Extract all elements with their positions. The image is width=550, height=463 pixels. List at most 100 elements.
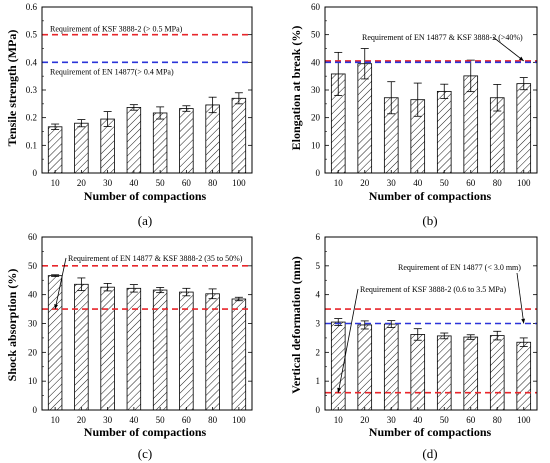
bar-80 xyxy=(205,293,220,411)
bar-10 xyxy=(47,275,63,411)
panel-d-annotation-en: Requirement of EN 14877 (< 3.0 mm) xyxy=(398,263,521,272)
x-tick-label: 80 xyxy=(208,415,218,425)
bar-50 xyxy=(152,112,168,174)
x-tick-label: 30 xyxy=(387,178,397,188)
panel-c-letter: (c) xyxy=(138,446,152,461)
bar-100 xyxy=(231,97,247,174)
y-tick-label: 3 xyxy=(316,319,321,329)
y-tick-label: 30 xyxy=(311,85,321,95)
y-tick-label: 0 xyxy=(316,405,321,415)
panel-c-ylabel: Shock absorption (%) xyxy=(5,269,19,382)
x-tick-label: 100 xyxy=(517,178,531,188)
annotation-arrowhead-0 xyxy=(521,318,526,324)
x-tick-label: 60 xyxy=(182,178,192,188)
y-tick-label: 4 xyxy=(316,290,321,300)
y-tick-label: 40 xyxy=(28,290,38,300)
panel-a-marks: 10 20 30 40 50 60 80 100 0 0.1 0.2 0.3 0.4 0.5 0.6 Requ… xyxy=(26,2,253,188)
x-tick-label: 10 xyxy=(334,415,344,425)
bar-100 xyxy=(516,83,532,174)
bar-50 xyxy=(436,90,452,174)
x-tick-label: 40 xyxy=(413,415,423,425)
y-tick-label: 20 xyxy=(28,347,38,357)
bar-20 xyxy=(357,324,373,411)
x-tick-label: 60 xyxy=(182,415,192,425)
y-tick-label: 0 xyxy=(33,168,38,178)
x-tick-label: 100 xyxy=(232,415,246,425)
annotation-arrow-1 xyxy=(337,288,359,393)
annotation-arrow-0 xyxy=(516,272,525,324)
annotation-arrow-0 xyxy=(54,257,67,310)
y-tick-label: 60 xyxy=(28,232,38,242)
x-tick-label: 40 xyxy=(129,178,139,188)
plot-frame xyxy=(324,236,538,411)
bar-10 xyxy=(47,126,63,174)
x-tick-label: 80 xyxy=(208,178,218,188)
bar-20 xyxy=(74,122,89,174)
panel-b-marks: 10 20 30 40 50 60 80 100 0 10 20 30 40 50 60 xyxy=(311,2,538,188)
chart-panel-a: 10 20 30 40 50 60 80 100 0 0.1 0.2 0.3 0.4 0.5 0.6 Requ… xyxy=(5,2,253,228)
bar-40 xyxy=(126,107,142,174)
x-tick-label: 10 xyxy=(51,415,61,425)
bar-60 xyxy=(463,336,479,411)
x-tick-label: 50 xyxy=(156,415,166,425)
x-tick-label: 30 xyxy=(387,415,397,425)
panel-d-annotation-ksf: Requirement of KSF 3888-2 (0.6 to 3.5 MP… xyxy=(360,285,506,294)
bar-30 xyxy=(100,118,115,174)
x-tick-label: 40 xyxy=(413,178,423,188)
chart-panel-c: 10 20 30 40 50 60 80 100 0 10 20 30 40 50 60 Number of… xyxy=(5,232,253,461)
x-tick-label: 20 xyxy=(77,415,87,425)
plot-frame xyxy=(41,236,253,411)
y-tick-label: 50 xyxy=(28,261,38,271)
panel-d-xlabel: Number of compactions xyxy=(369,425,492,439)
x-tick-label: 10 xyxy=(334,178,344,188)
panel-d-letter: (d) xyxy=(422,446,437,461)
y-tick-label: 60 xyxy=(311,2,321,12)
bar-40 xyxy=(410,334,426,411)
bar-20 xyxy=(357,63,373,174)
x-tick-label: 20 xyxy=(360,178,370,188)
x-tick-label: 100 xyxy=(232,178,246,188)
x-tick-label: 20 xyxy=(360,415,370,425)
x-tick-label: 50 xyxy=(156,178,166,188)
panel-c-annotation: Requirement of EN 14877 & KSF 3888-2 (35… xyxy=(68,254,243,263)
y-tick-label: 0.2 xyxy=(26,113,37,123)
y-tick-label: 5 xyxy=(316,261,321,271)
y-tick-label: 40 xyxy=(311,57,321,67)
bar-50 xyxy=(152,289,168,411)
y-tick-label: 6 xyxy=(316,232,321,242)
y-tick-label: 1 xyxy=(316,376,321,386)
bar-80 xyxy=(489,335,505,411)
x-tick-label: 50 xyxy=(440,178,450,188)
y-tick-label: 30 xyxy=(28,319,38,329)
y-tick-label: 0.4 xyxy=(26,57,38,67)
x-tick-label: 40 xyxy=(129,415,139,425)
x-tick-label: 80 xyxy=(493,178,503,188)
reference-label-1: Requirement of EN 14877(> 0.4 MPa) xyxy=(50,67,174,76)
x-tick-label: 10 xyxy=(51,178,61,188)
x-tick-label: 30 xyxy=(103,178,113,188)
bar-30 xyxy=(100,286,115,411)
bar-60 xyxy=(179,108,194,174)
plot-frame xyxy=(324,6,538,174)
panel-a-letter: (a) xyxy=(138,213,152,228)
annotation-arrowhead-0 xyxy=(518,56,524,61)
bar-100 xyxy=(516,341,532,411)
y-tick-label: 0.5 xyxy=(26,30,38,40)
y-tick-label: 10 xyxy=(28,376,38,386)
panel-b-ylabel: Elongation at break (%) xyxy=(289,26,303,151)
panel-c-xlabel: Number of compactions xyxy=(84,425,207,439)
x-tick-label: 30 xyxy=(103,415,113,425)
panel-a-xlabel: Number of compactions xyxy=(84,189,207,203)
reference-label-0: Requirement of KSF 3888-2 (> 0.5 MPa) xyxy=(50,25,183,34)
x-tick-label: 60 xyxy=(466,415,476,425)
y-tick-label: 0.3 xyxy=(26,85,38,95)
bar-30 xyxy=(383,323,399,411)
bar-20 xyxy=(74,283,89,411)
panel-b-annotation: Requirement of EN 14877 & KSF 3888-2 (>4… xyxy=(362,33,523,42)
y-tick-label: 50 xyxy=(311,30,321,40)
panel-c-marks: 10 20 30 40 50 60 80 100 0 10 20 30 40 50 60 xyxy=(28,232,253,425)
y-tick-label: 20 xyxy=(311,113,321,123)
x-tick-label: 80 xyxy=(493,415,503,425)
panel-b-letter: (b) xyxy=(422,213,437,228)
